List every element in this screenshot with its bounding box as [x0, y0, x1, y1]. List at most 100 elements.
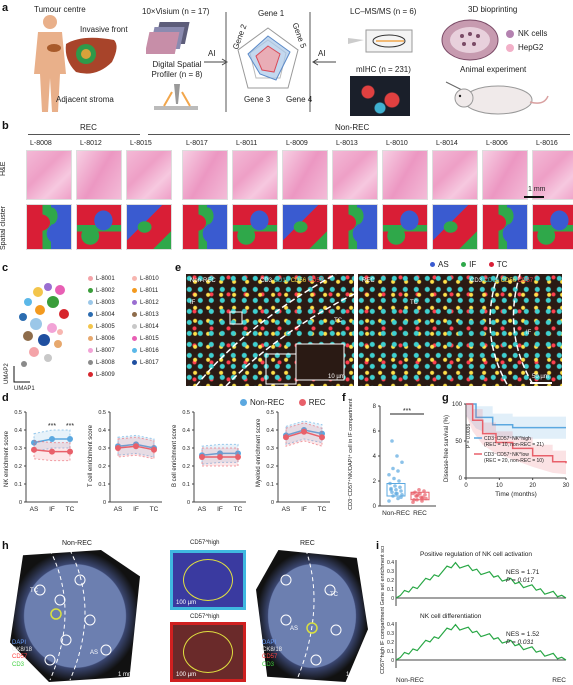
series-point	[31, 446, 37, 453]
h-title-rec: REC	[300, 540, 315, 547]
label-visium: 10×Visium (n = 17)	[142, 7, 210, 16]
sample-label: L-8017	[186, 140, 208, 147]
enrichment-curve	[395, 561, 567, 599]
panel-label-i: i	[376, 540, 380, 552]
label-mihc: mIHC (n = 231)	[356, 65, 411, 74]
group-label-rec: REC	[80, 123, 97, 132]
scalebar-e-main-label: 50 µm	[532, 374, 549, 380]
y-tick-label: 2	[373, 479, 377, 485]
h-scalebar-left: 1 mm	[118, 672, 133, 678]
legend-label: L-8009	[96, 372, 115, 379]
gsea-nes: NES = 1.71	[506, 569, 540, 576]
umap-legend-item: L-8017	[132, 360, 159, 366]
legend-label: L-8008	[96, 360, 115, 367]
data-point	[394, 491, 398, 496]
umap-xlabel: UMAP1	[14, 386, 35, 392]
scalebar-e-main	[530, 382, 552, 384]
x-tick-label: 20	[529, 483, 536, 489]
series-point	[319, 434, 325, 441]
spatial-cluster-tile	[232, 204, 278, 250]
y-tick-label: 0.5	[266, 410, 274, 416]
microscope-illustration	[154, 84, 198, 110]
umap-legend-item: L-8001	[88, 276, 115, 282]
sample-label: L-8015	[130, 140, 152, 147]
h-label-as-right: AS	[290, 626, 299, 632]
y-tick-label: 0.2	[182, 464, 190, 470]
gsea-plot-2: NK cell differentiation 0 0.1 0.2 0.3 0.4 NES …	[387, 613, 567, 668]
h-scalebar-right: 1 mm	[346, 672, 361, 678]
data-point	[411, 491, 415, 496]
spatial-cluster-tile	[26, 204, 72, 250]
label-ai-right: AI	[318, 49, 326, 58]
series-point	[199, 454, 205, 460]
line-chart-1: NK enrichment score 0 0.1 0.2 0.3 0.4 0.5 AS IF T…	[4, 410, 78, 513]
legend-item-as: AS	[430, 260, 449, 269]
y-tick-label: 0	[103, 500, 106, 506]
y-tick-label: 0.5	[98, 410, 106, 416]
umap-legend-item: L-8003	[88, 300, 115, 306]
d-legend-rec: REC	[298, 398, 326, 407]
sample-label: L-8012	[80, 140, 102, 147]
sample-label: L-8006	[486, 140, 508, 147]
data-point	[422, 489, 426, 493]
h-inset-top-scale: 100 µm	[176, 600, 197, 606]
f-ylabel: CD3⁻CD57⁺NK/DAPI⁺ cell in IF compartment…	[347, 398, 354, 510]
nk-cell-scatter-plot: CD3⁻CD57⁺NK/DAPI⁺ cell in IF compartment…	[347, 398, 436, 517]
h-inset-top-title: CD57^high	[190, 540, 220, 546]
sample-label: L-8013	[336, 140, 358, 147]
mif-label-tc-right: TC	[410, 300, 418, 306]
data-point	[391, 466, 395, 471]
liver-illustration	[65, 37, 117, 74]
data-point	[412, 497, 416, 502]
he-tile	[382, 150, 428, 200]
sample-label: L-8010	[386, 140, 408, 147]
x-tick-label: IF	[133, 506, 139, 513]
y-tick-label: 0.2	[266, 464, 274, 470]
x-tick-label: REC	[413, 510, 427, 517]
he-tile	[282, 150, 328, 200]
data-point	[392, 476, 396, 481]
y-tick-label: 0.3	[98, 446, 106, 452]
gsea-plot-1: Positive regulation of NK cell activatio…	[387, 551, 567, 606]
y-tick-label: 0.1	[266, 482, 274, 488]
y-tick-label: 0.1	[182, 482, 190, 488]
scalebar-b-label: 1 mm	[528, 186, 546, 193]
sample-label: L-8009	[286, 140, 308, 147]
y-tick-label: 0.1	[14, 482, 22, 488]
sample-label: L-8016	[536, 140, 558, 147]
umap-legend-item: L-8014	[132, 324, 159, 330]
spatial-cluster-tile	[482, 204, 528, 250]
mif-overlay-rec	[489, 274, 535, 386]
legend-swatch	[88, 336, 93, 341]
slide-stack-illustration	[146, 22, 190, 54]
legend-swatch	[132, 336, 137, 341]
y-tick-label: 0.1	[387, 587, 394, 593]
gsea-title: NK cell differentiation	[420, 613, 482, 620]
legend-swatch	[88, 372, 93, 377]
spatial-cluster-tile	[332, 204, 378, 250]
label-tumour-centre: Tumour centre	[34, 5, 86, 14]
radar-label-gene3: Gene 3	[244, 95, 271, 104]
x-tick-label: Non-REC	[382, 510, 410, 517]
umap-legend-item: L-8013	[132, 312, 159, 318]
y-tick-label: 50	[455, 439, 462, 445]
gsea-pvalue: P = 0.017	[506, 577, 534, 584]
legend-swatch	[88, 360, 93, 365]
data-point	[397, 479, 401, 483]
bioprint-dish-illustration	[441, 19, 499, 61]
data-point	[387, 499, 391, 503]
x-tick-label: AS	[282, 506, 291, 513]
he-tile	[26, 150, 72, 200]
series-point	[115, 445, 121, 451]
spatial-cluster-tile	[126, 204, 172, 250]
x-tick-label: AS	[30, 506, 39, 513]
data-point	[396, 496, 400, 501]
data-point	[390, 439, 394, 443]
y-tick-label: 0.2	[98, 464, 106, 470]
i-ylabel: CD57^high IF compartment Gene set enrich…	[380, 546, 386, 674]
umap-legend-item: L-8007	[88, 348, 115, 354]
y-tick-label: 0.3	[387, 631, 394, 637]
mif-wholeslide-nonrec	[10, 550, 140, 682]
y-tick-label: 0.1	[98, 482, 106, 488]
